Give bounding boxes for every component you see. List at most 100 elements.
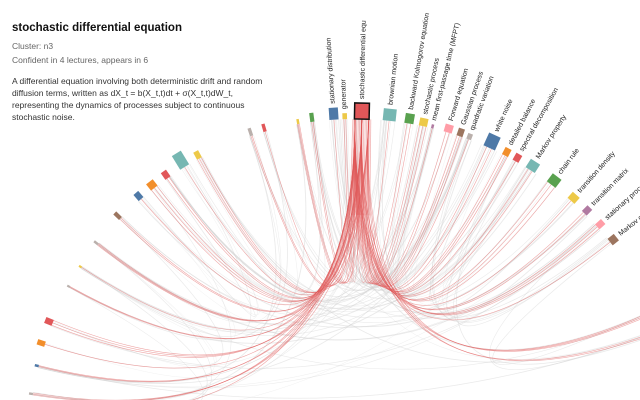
background-chord [310,121,419,285]
background-chord [181,140,472,301]
node-label-chain-rule[interactable]: chain rule [557,147,581,176]
node-label-stationary-distribution[interactable]: stationary distribution [325,37,336,104]
background-chord [263,131,468,291]
background-chord [38,337,640,399]
node-arc[interactable] [146,179,158,191]
background-chord [33,188,232,400]
node-arc-transition-density[interactable] [567,191,580,204]
highlighted-chord [349,118,354,216]
background-chord [97,244,212,400]
node-arc[interactable] [261,123,267,133]
background-chord [119,164,258,320]
node-arc[interactable] [160,169,171,180]
highlighted-chord [154,119,363,302]
node-arc-backward-kolmogorov-equation[interactable] [404,112,415,125]
node-arc-generator[interactable] [342,113,348,120]
background-chord [201,157,569,313]
highlighted-chord [361,119,365,216]
highlighted-chord [69,119,363,339]
node-arc-transition-matrix[interactable] [581,205,593,216]
node-label-brownian-motion[interactable]: brownian motion [388,53,400,105]
highlighted-chord [364,119,368,216]
node-arc-mean-first-passage-time-mfpt[interactable] [430,124,435,129]
node-arc-detailed-balance[interactable] [501,146,512,158]
node-label-markov-chain[interactable]: Markov chain [618,206,640,237]
concept-title: stochastic differential equation [12,22,182,34]
node-arc-stationary-process[interactable] [595,219,606,230]
node-arc[interactable] [78,264,83,269]
background-chord [169,138,468,303]
background-chord [395,125,457,288]
highlighted-chord [354,118,640,351]
node-label-stochastic-differential-equ[interactable]: stochastic differential equ [359,20,368,99]
node-arc[interactable] [36,339,46,347]
background-chord [413,134,502,295]
highlighted-chord [361,119,640,352]
node-arc[interactable] [133,190,144,202]
node-arc[interactable] [247,127,254,137]
node-arc[interactable] [296,118,300,125]
background-chord [492,243,640,365]
background-chord [189,122,321,296]
node-label-white-noise[interactable]: white noise [493,98,514,134]
background-chord [312,121,595,314]
background-chord [38,213,585,388]
background-chord [297,123,640,360]
node-arc-stochastic-differential-equ[interactable] [353,102,371,121]
background-chord [170,121,322,299]
node-arc-brownian-motion[interactable] [382,108,397,122]
node-arc-markov-property[interactable] [525,158,541,174]
background-chord [403,125,550,302]
background-chord [200,139,469,298]
highlighted-chord [367,119,600,316]
node-arc-stochastic-process[interactable] [418,117,429,127]
node-arc[interactable] [34,363,39,368]
node-arc-white-noise[interactable] [483,132,501,151]
background-chord [121,202,574,328]
background-chord [156,169,530,312]
node-arc[interactable] [113,211,122,221]
background-chord [331,119,424,285]
background-chord [392,122,515,295]
background-chord [97,223,595,341]
node-arc-spectral-decomposition[interactable] [512,152,523,163]
background-chord [333,119,607,319]
background-chord [263,132,532,300]
background-chord [52,218,224,366]
background-chord [200,157,640,363]
node-arc-markov-chain[interactable] [607,233,619,246]
highlighted-chord [32,119,363,400]
node-label-generator[interactable]: generator [340,78,348,109]
node-arc[interactable] [28,392,34,396]
background-chord [329,119,468,288]
node-arc[interactable] [171,150,190,170]
highlighted-chord [191,118,356,400]
node-arc[interactable] [309,112,315,123]
node-arc-forward-equation[interactable] [443,123,454,134]
node-arc-chain-rule[interactable] [546,173,562,188]
highlighted-chord [360,119,424,285]
background-chord [312,121,491,291]
node-arc-quadratic-variation[interactable] [466,132,474,141]
background-chord [158,184,586,323]
node-arc-gaussian-process[interactable] [456,127,466,138]
highlighted-chord [360,119,363,216]
highlighted-chord [32,118,356,400]
node-arc[interactable] [193,150,202,160]
node-arc[interactable] [66,284,71,288]
highlighted-chord [354,118,358,216]
highlighted-chord [354,118,596,314]
node-arc[interactable] [44,317,54,326]
background-chord [312,121,464,288]
highlighted-chord [350,118,355,216]
background-chord [338,119,426,285]
background-chord [38,145,485,384]
node-arc[interactable] [93,240,99,246]
highlighted-chord [298,119,363,284]
background-chord [489,224,640,370]
background-chord [51,229,601,369]
node-arc-stationary-distribution[interactable] [328,107,339,120]
highlighted-chord [156,119,370,301]
concept-description: A differential equation involving both d… [12,76,263,122]
